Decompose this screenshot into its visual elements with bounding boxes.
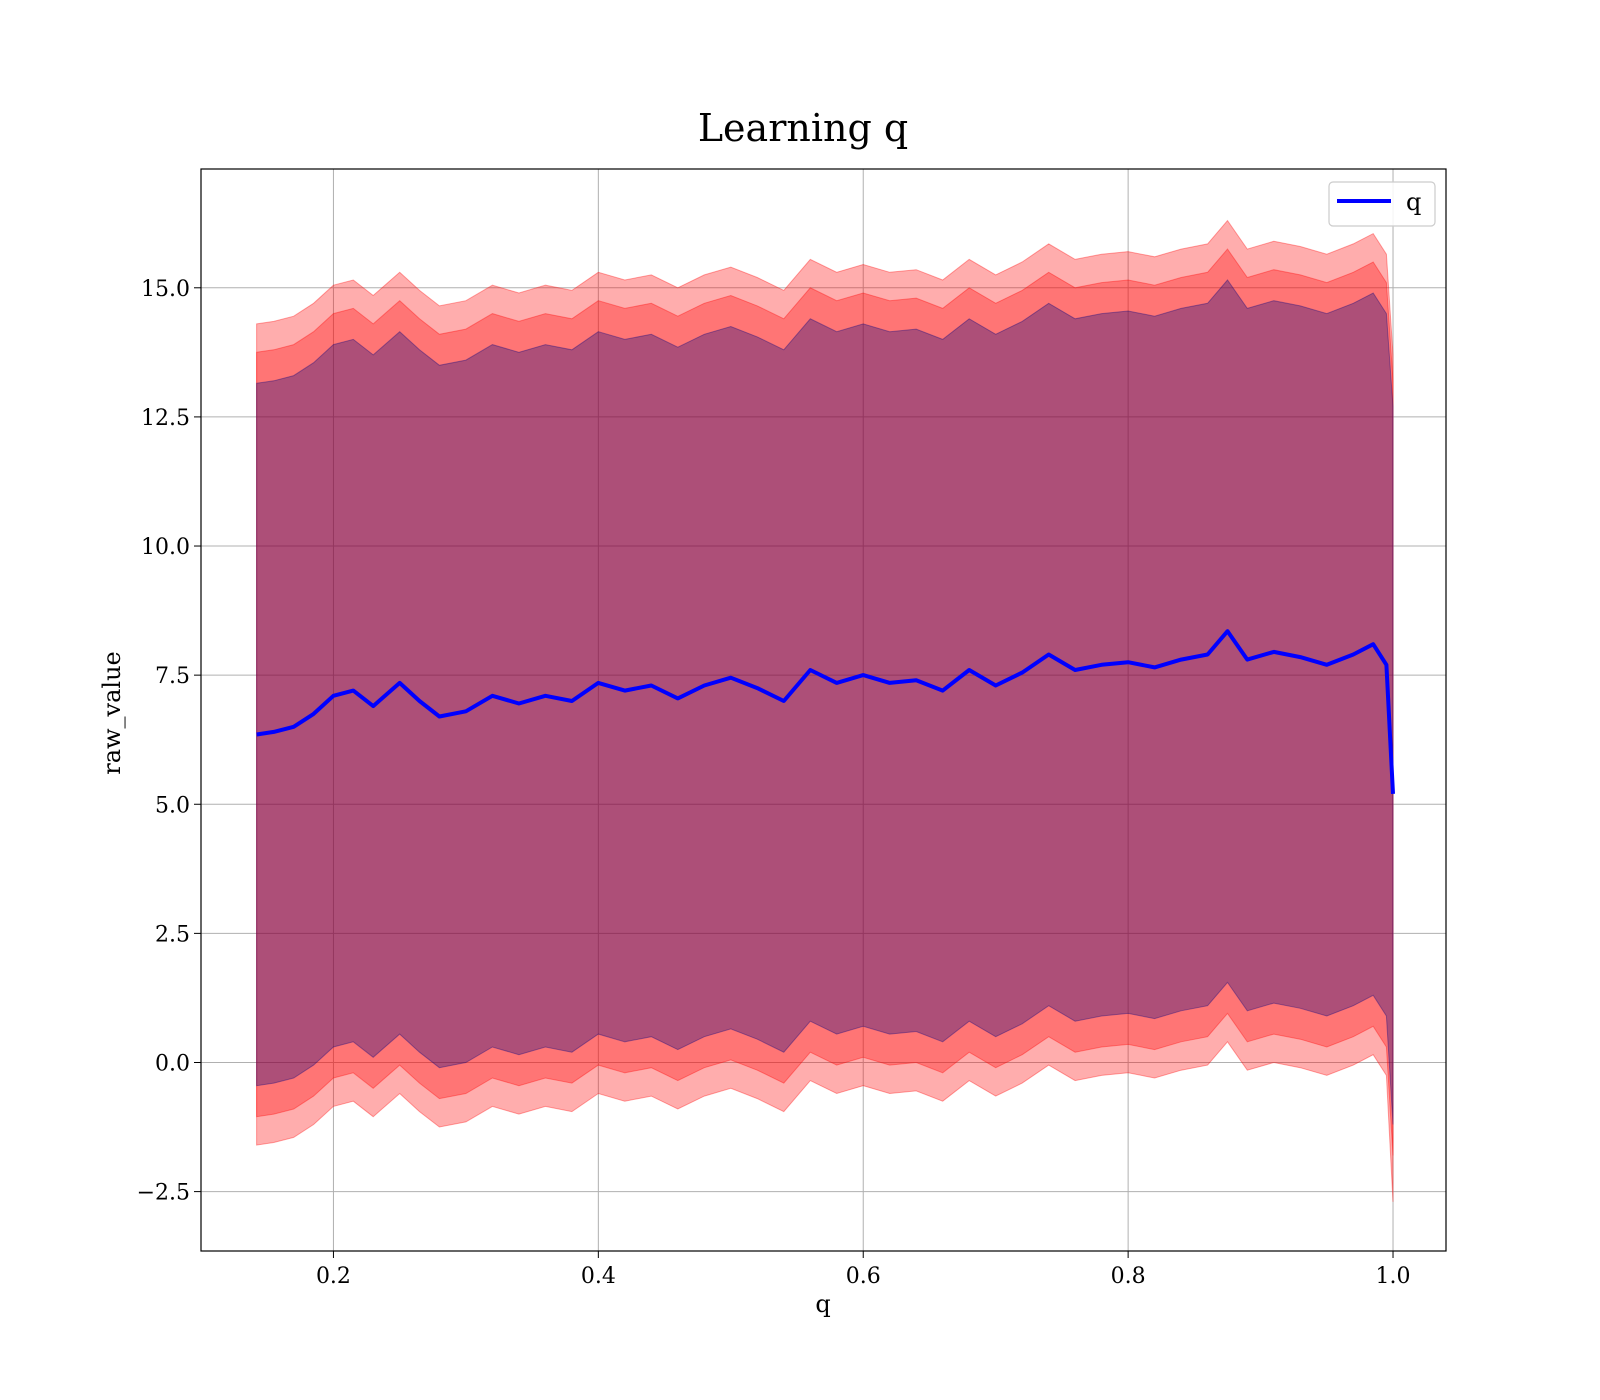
x-axis: 0.2 0.4 0.6 0.8 1.0 xyxy=(316,1251,1411,1289)
y-axis: −2.5 0.0 2.5 5.0 7.5 10.0 12.5 15.0 xyxy=(137,277,201,1206)
band-2 xyxy=(256,279,1394,1125)
y-tick-label: 10.0 xyxy=(141,535,190,560)
legend-box xyxy=(1328,181,1436,227)
y-tick-label: 2.5 xyxy=(155,922,190,947)
chart-title: Learning q xyxy=(698,106,908,150)
confidence-bands xyxy=(256,219,1394,1202)
band-0 xyxy=(256,219,1394,1202)
grid xyxy=(201,169,1446,1251)
x-tick-label: 1.0 xyxy=(1376,1264,1411,1289)
x-tick-label: 0.2 xyxy=(316,1264,351,1289)
legend-entry-q: q xyxy=(1406,188,1421,216)
x-tick-label: 0.4 xyxy=(581,1264,616,1289)
plot-frame xyxy=(200,168,1447,1252)
y-tick-label: 0.0 xyxy=(155,1051,190,1076)
y-tick-label: −2.5 xyxy=(137,1181,190,1206)
y-axis-label: raw_value xyxy=(98,651,126,775)
band-1 xyxy=(256,248,1394,1156)
x-tick-label: 0.8 xyxy=(1111,1264,1146,1289)
x-axis-label: q xyxy=(815,1290,830,1318)
y-tick-label: 15.0 xyxy=(141,277,190,302)
y-tick-label: 7.5 xyxy=(155,664,190,689)
legend: q xyxy=(1328,181,1436,227)
x-tick-label: 0.6 xyxy=(846,1264,881,1289)
series-line-q xyxy=(256,629,1395,795)
series-lines xyxy=(256,629,1395,795)
y-tick-label: 5.0 xyxy=(155,793,190,818)
y-tick-label: 12.5 xyxy=(141,406,190,431)
